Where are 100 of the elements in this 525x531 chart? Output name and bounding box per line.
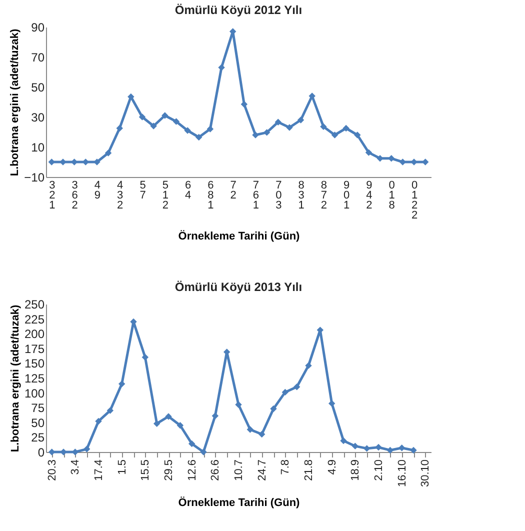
point <box>72 448 79 456</box>
point <box>188 440 196 448</box>
x-tick-label: 26.6 <box>210 460 222 481</box>
point <box>328 400 336 407</box>
x-tick-label: 1.5 <box>116 460 128 475</box>
point <box>206 126 214 132</box>
x-tick-label: 10.7 <box>233 460 245 481</box>
point <box>293 384 300 390</box>
point <box>116 124 123 132</box>
y-tick-label: 225 <box>24 312 45 326</box>
point <box>94 158 100 166</box>
x-tick-label: 12.6 <box>186 460 198 481</box>
x-tick-label: 18.9 <box>350 460 362 481</box>
x-tick-label: 362 <box>72 180 78 212</box>
x-tick-label: 3.4 <box>70 460 82 475</box>
y-tick-label: 10 <box>31 140 45 154</box>
x-tick-label: 15.5 <box>140 460 152 481</box>
point <box>172 118 180 125</box>
point <box>104 150 112 156</box>
point <box>165 413 172 420</box>
y-tick-label: 75 <box>31 401 45 416</box>
point <box>365 149 372 156</box>
point <box>83 446 90 452</box>
y-tick-label: 90 <box>31 20 45 34</box>
point <box>138 114 146 120</box>
point <box>376 155 384 162</box>
point <box>363 445 370 452</box>
x-tick-label: 17.4 <box>93 460 105 481</box>
x-axis-title: Örnekleme Tarihi (Gün) <box>178 496 300 510</box>
point <box>150 122 157 130</box>
point <box>240 100 248 108</box>
x-tick-label: 57 <box>140 180 146 202</box>
x-tick-label: 901 <box>344 180 350 212</box>
point <box>375 444 382 451</box>
point <box>106 407 114 414</box>
point <box>153 420 160 427</box>
point <box>340 437 347 444</box>
point <box>252 132 259 138</box>
x-tick-label: 49 <box>94 180 101 202</box>
point <box>352 442 359 450</box>
point <box>331 132 338 138</box>
point <box>246 426 254 433</box>
point <box>388 155 395 162</box>
y-tick-label: 50 <box>31 416 45 430</box>
x-tick-label: 20.3 <box>46 460 58 481</box>
point <box>235 401 242 408</box>
x-tick-label: 681 <box>208 180 214 212</box>
y-tick-label: 30 <box>31 110 45 124</box>
x-tick-label: 872 <box>320 180 327 212</box>
x-tick-label: 761 <box>252 180 260 212</box>
point <box>118 380 126 388</box>
point <box>60 448 67 456</box>
point <box>212 412 219 420</box>
point <box>128 93 134 100</box>
x-tick-label: 16.10 <box>396 460 408 488</box>
y-axis-title: L.botrana ergini (adet/tuzak) <box>9 28 22 176</box>
y-tick-label: 70 <box>31 50 45 64</box>
point <box>218 64 225 71</box>
y-tick-label: 25 <box>31 430 45 445</box>
y-tick-label: 0 <box>38 446 45 460</box>
y-tick-label: 175 <box>24 342 45 356</box>
point <box>354 132 361 138</box>
point <box>82 158 89 166</box>
point <box>48 448 56 456</box>
x-tick-label: 942 <box>366 180 372 212</box>
x-tick-label: 7.8 <box>280 460 292 475</box>
x-tick-label: 64 <box>184 180 192 202</box>
x-tick-label: 831 <box>298 180 304 212</box>
point <box>305 362 312 369</box>
x-tick-label: 432 <box>117 180 124 212</box>
point <box>95 418 102 425</box>
point <box>162 112 168 119</box>
y-tick-label: 250 <box>24 298 45 312</box>
point <box>320 123 327 130</box>
y-tick-label: 100 <box>24 386 45 400</box>
point <box>176 422 184 429</box>
x-tick-label: 72 <box>230 180 236 202</box>
point <box>142 354 149 361</box>
chart-title: Ömürlü Köyü 2013 Yılı <box>174 280 302 294</box>
x-tick-label: 2.10 <box>373 460 385 481</box>
point <box>282 388 289 396</box>
point <box>342 124 350 132</box>
x-axis-title: Örnekleme Tarihi (Gün) <box>178 230 300 242</box>
point <box>398 444 406 452</box>
point <box>196 134 202 141</box>
chart-title: Ömürlü Köyü 2012 Yılı <box>174 3 302 17</box>
x-tick-label: 24.7 <box>256 460 268 481</box>
x-tick-label: 018 <box>388 180 395 212</box>
point <box>270 405 277 412</box>
x-tick-label: 703 <box>276 180 282 212</box>
point <box>274 118 282 126</box>
y-tick-label: −10 <box>24 170 45 184</box>
point <box>286 124 293 131</box>
point <box>184 127 191 134</box>
x-tick-label: 512 <box>162 180 168 212</box>
point <box>297 116 304 124</box>
x-tick-label: 29.5 <box>163 460 175 481</box>
point <box>258 430 266 438</box>
x-tick-label: 4.9 <box>326 460 338 475</box>
y-axis-title: L.botrana ergini (adet/tuzak) <box>9 304 22 452</box>
